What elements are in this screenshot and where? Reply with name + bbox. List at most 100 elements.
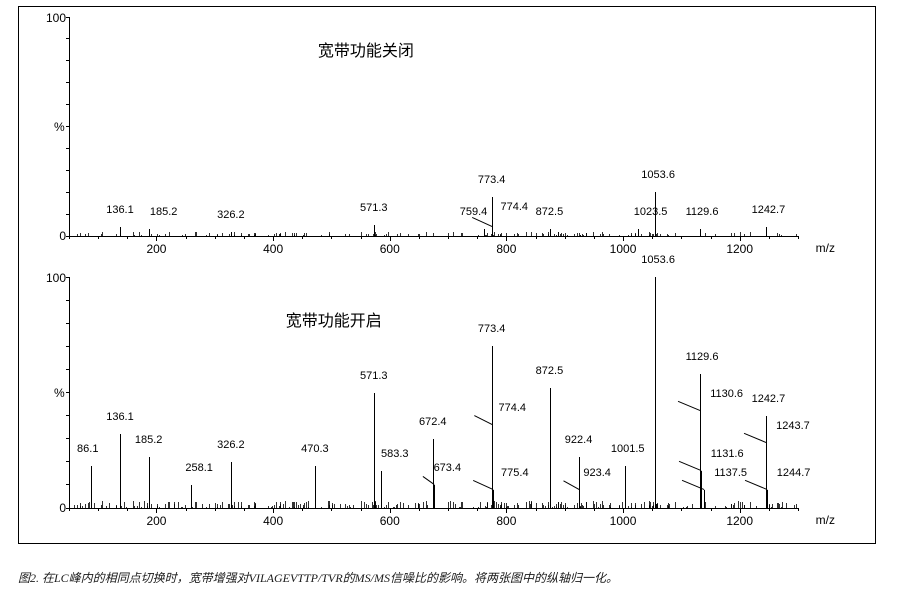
- noise-peak: [366, 504, 367, 508]
- noise-peak: [419, 234, 420, 236]
- noise-peak: [734, 233, 735, 236]
- noise-peak: [586, 502, 587, 508]
- noise-peak: [487, 502, 488, 508]
- noise-peak: [285, 501, 286, 508]
- noise-peak: [169, 232, 170, 236]
- x-minor-tick: [448, 237, 449, 239]
- peak-label: 774.4: [500, 202, 528, 213]
- noise-peak: [102, 501, 103, 508]
- x-minor-tick: [69, 509, 70, 511]
- spectrum-peak: [704, 490, 705, 508]
- spectrum-peak: [767, 490, 768, 508]
- peak-label: 470.3: [301, 444, 329, 455]
- peak-leader: [564, 480, 580, 490]
- peak-leader: [472, 217, 492, 227]
- noise-peak: [215, 503, 216, 508]
- noise-peak: [579, 233, 580, 236]
- peak-label: 583.3: [381, 449, 409, 460]
- noise-peak: [563, 234, 564, 236]
- noise-peak: [217, 507, 218, 508]
- noise-peak: [185, 505, 186, 508]
- y-tick: [66, 38, 70, 39]
- noise-peak: [526, 502, 527, 508]
- noise-peak: [552, 507, 553, 508]
- noise-peak: [238, 502, 239, 508]
- noise-peak: [545, 506, 546, 508]
- noise-peak: [692, 504, 693, 508]
- y-tick: [66, 170, 70, 171]
- noise-peak: [157, 506, 158, 508]
- noise-peak: [653, 502, 654, 508]
- noise-peak: [303, 235, 304, 236]
- peak-leader: [475, 415, 493, 425]
- noise-peak: [705, 502, 706, 508]
- noise-peak: [345, 504, 346, 508]
- noise-peak: [300, 504, 301, 508]
- x-minor-tick: [623, 237, 624, 239]
- peak-label: 1137.5: [714, 468, 747, 479]
- x-minor-tick: [244, 237, 245, 239]
- noise-peak: [274, 505, 275, 508]
- peak-label: 185.2: [150, 207, 178, 218]
- x-tick-label: 600: [380, 242, 400, 256]
- noise-peak: [725, 506, 726, 508]
- noise-peak: [641, 504, 642, 508]
- peak-label: 136.1: [106, 205, 134, 216]
- noise-peak: [217, 235, 218, 236]
- noise-peak: [144, 501, 145, 508]
- noise-peak: [126, 507, 127, 508]
- noise-peak: [750, 502, 751, 509]
- noise-peak: [234, 232, 235, 236]
- noise-peak: [518, 234, 519, 236]
- noise-peak: [182, 235, 183, 236]
- noise-peak: [196, 232, 197, 236]
- noise-peak: [583, 506, 584, 508]
- peak-label: 1023.5: [634, 207, 668, 218]
- peak-label: 1001.5: [611, 444, 645, 455]
- noise-peak: [554, 506, 555, 509]
- peak-label: 672.4: [419, 417, 447, 428]
- x-minor-tick: [186, 237, 187, 239]
- chart-title: 宽带功能开启: [286, 307, 382, 331]
- x-minor-tick: [594, 237, 595, 239]
- x-axis-label-top: m/z: [816, 241, 835, 255]
- y-tick: [66, 392, 70, 393]
- noise-peak: [241, 235, 242, 236]
- noise-peak: [453, 232, 454, 236]
- noise-peak: [280, 506, 281, 508]
- noise-peak: [306, 233, 307, 236]
- noise-peak: [329, 501, 330, 508]
- noise-peak: [687, 506, 688, 508]
- figure-frame: 1000%宽带功能关闭136.1185.2326.2571.3759.4773.…: [18, 6, 876, 544]
- x-minor-tick: [273, 237, 274, 239]
- noise-peak: [506, 233, 507, 236]
- x-minor-tick: [711, 509, 712, 511]
- x-minor-tick: [419, 509, 420, 511]
- noise-peak: [610, 507, 611, 508]
- peak-label: 136.1: [106, 412, 134, 423]
- noise-peak: [501, 504, 502, 508]
- noise-peak: [619, 235, 620, 236]
- noise-peak: [782, 502, 783, 508]
- noise-peak: [255, 503, 256, 508]
- peak-label: 773.4: [478, 324, 506, 335]
- noise-peak: [321, 235, 322, 236]
- y-axis-label: %: [54, 386, 65, 400]
- peak-label: 571.3: [360, 203, 388, 214]
- y-tick: [66, 323, 70, 324]
- noise-peak: [85, 234, 86, 236]
- noise-peak: [459, 507, 460, 508]
- noise-peak: [560, 504, 561, 508]
- noise-peak: [660, 505, 661, 508]
- y-tick-label: 100: [42, 13, 66, 23]
- peak-label: 775.4: [501, 468, 529, 479]
- noise-peak: [88, 233, 89, 236]
- x-minor-tick: [186, 509, 187, 511]
- noise-peak: [185, 234, 186, 236]
- noise-peak: [415, 503, 416, 508]
- noise-peak: [619, 505, 620, 508]
- noise-peak: [427, 505, 428, 509]
- noise-peak: [384, 507, 385, 508]
- y-tick: [66, 104, 70, 105]
- y-tick-label: 0: [42, 231, 66, 241]
